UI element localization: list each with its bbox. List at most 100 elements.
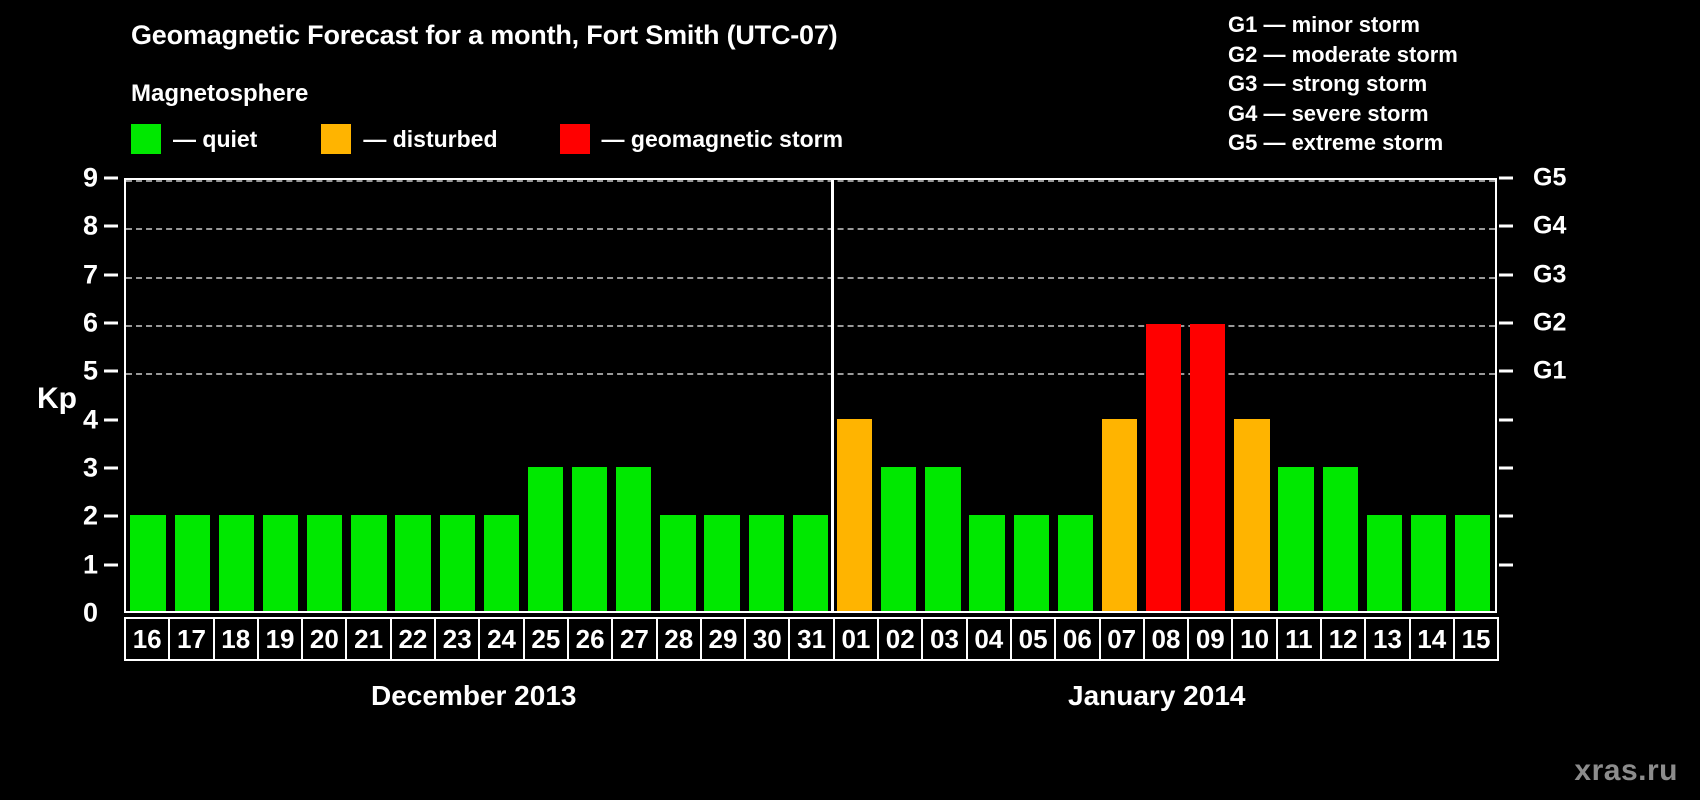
date-label-28: 28 bbox=[655, 617, 702, 661]
date-label-24: 24 bbox=[478, 617, 525, 661]
g-tick-mark-G4 bbox=[1499, 224, 1513, 228]
g-tick-mark-G2 bbox=[1499, 321, 1513, 325]
bar-slot bbox=[1097, 180, 1141, 611]
g-tick-mark-G5 bbox=[1499, 176, 1513, 180]
gridline-kp-9 bbox=[126, 180, 1495, 182]
date-label-08: 08 bbox=[1142, 617, 1190, 661]
bar-slot bbox=[1230, 180, 1274, 611]
date-label-14: 14 bbox=[1408, 617, 1455, 661]
date-label-16: 16 bbox=[124, 617, 171, 661]
legend-swatch-storm-icon bbox=[559, 124, 590, 154]
date-label-03: 03 bbox=[921, 617, 968, 661]
date-label-02: 02 bbox=[877, 617, 924, 661]
g-tick-label-G2: G2 bbox=[1533, 308, 1567, 337]
bar-slot bbox=[479, 180, 523, 611]
bar-03-kp3 bbox=[925, 467, 961, 611]
legend-swatch-disturbed-icon bbox=[321, 124, 352, 154]
legend-label-quiet: — quiet bbox=[173, 125, 258, 152]
bar-series bbox=[126, 180, 1495, 611]
gridline-kp-7 bbox=[126, 276, 1495, 279]
bar-18-kp2 bbox=[218, 515, 255, 611]
y-tick-label-4: 4 bbox=[82, 404, 98, 435]
date-label-09: 09 bbox=[1187, 617, 1234, 661]
y-tick-mark-8 bbox=[104, 224, 118, 228]
bar-14-kp2 bbox=[1410, 515, 1447, 611]
bar-06-kp2 bbox=[1057, 515, 1094, 611]
y-tick-mark-7 bbox=[104, 273, 118, 277]
g-tick-mark-G3 bbox=[1499, 273, 1513, 277]
bar-10-kp4 bbox=[1234, 419, 1270, 611]
date-label-17: 17 bbox=[168, 617, 215, 661]
bar-05-kp2 bbox=[1013, 515, 1049, 611]
g-scale-line-3: G3 — strong storm bbox=[1228, 71, 1428, 96]
bar-20-kp2 bbox=[307, 515, 343, 611]
legend-label-storm: — geomagnetic storm bbox=[601, 125, 844, 152]
date-label-12: 12 bbox=[1320, 617, 1367, 661]
g-tick-label-G1: G1 bbox=[1533, 356, 1567, 385]
bar-slot bbox=[391, 180, 435, 611]
date-label-04: 04 bbox=[965, 617, 1012, 661]
date-label-18: 18 bbox=[212, 617, 259, 661]
bar-11-kp3 bbox=[1278, 467, 1314, 611]
watermark: xras.ru bbox=[1574, 754, 1678, 787]
y-tick-mark-6 bbox=[104, 321, 118, 325]
legend-label-disturbed: — disturbed bbox=[363, 125, 498, 152]
bar-slot bbox=[214, 180, 258, 611]
y-axis: 9 8 7 6 5 4 3 2 1 0 bbox=[0, 163, 120, 628]
g-axis: G5 G4 G3 G2 G1 bbox=[1497, 164, 1697, 613]
bar-slot bbox=[833, 180, 877, 611]
bar-01-kp4 bbox=[836, 419, 873, 611]
bar-slot bbox=[877, 180, 921, 611]
bar-31-kp2 bbox=[792, 515, 829, 611]
g-scale-line-4: G4 — severe storm bbox=[1228, 100, 1429, 126]
bar-slot bbox=[1274, 180, 1318, 611]
bar-19-kp2 bbox=[262, 515, 299, 611]
bar-24-kp2 bbox=[483, 515, 519, 611]
bar-07-kp4 bbox=[1101, 419, 1138, 611]
date-label-05: 05 bbox=[1009, 617, 1057, 661]
date-label-06: 06 bbox=[1054, 617, 1101, 661]
y-tick-mark-3 bbox=[104, 466, 118, 470]
bar-25-kp3 bbox=[527, 467, 564, 611]
y-tick-label-1: 1 bbox=[82, 549, 98, 580]
month-caption-december: December 2013 bbox=[371, 680, 577, 711]
y-tick-mark-9 bbox=[104, 176, 118, 180]
date-label-27: 27 bbox=[611, 617, 658, 661]
bar-slot bbox=[303, 180, 347, 611]
bar-slot bbox=[1407, 180, 1451, 611]
bar-17-kp2 bbox=[174, 515, 210, 611]
legend: — quiet — disturbed — geomagnetic storm bbox=[131, 124, 843, 154]
date-label-22: 22 bbox=[389, 617, 437, 661]
bar-slot bbox=[1362, 180, 1406, 611]
bar-27-kp3 bbox=[616, 467, 652, 611]
bar-slot bbox=[921, 180, 965, 611]
g-scale-line-1: G1 — minor storm bbox=[1228, 12, 1420, 37]
date-label-13: 13 bbox=[1364, 617, 1411, 661]
bar-slot bbox=[1142, 180, 1186, 611]
y-tick-label-0: 0 bbox=[82, 597, 98, 628]
date-label-25: 25 bbox=[522, 617, 569, 661]
y-tick-label-7: 7 bbox=[82, 259, 98, 290]
bar-slot bbox=[700, 180, 744, 611]
bar-slot bbox=[1009, 180, 1053, 611]
bar-21-kp2 bbox=[351, 515, 387, 611]
bar-26-kp3 bbox=[571, 467, 608, 611]
date-label-29: 29 bbox=[699, 617, 747, 661]
g-tick-mark-G1 bbox=[1499, 369, 1513, 373]
legend-item-storm: — geomagnetic storm bbox=[559, 124, 844, 154]
month-divider bbox=[831, 180, 835, 611]
date-label-26: 26 bbox=[566, 617, 614, 661]
x-axis-date-labels: 16 17 18 19 20 21 22 23 24 25 26 27 28 29 30 31 01 02 03 04… bbox=[124, 617, 1500, 661]
bar-22-kp2 bbox=[395, 515, 431, 611]
bar-29-kp2 bbox=[704, 515, 740, 611]
legend-swatch-quiet-icon bbox=[131, 124, 161, 154]
y-axis-title: Kp bbox=[37, 382, 77, 415]
y-tick-label-9: 9 bbox=[82, 162, 98, 193]
bar-slot bbox=[170, 180, 214, 611]
bar-16-kp2 bbox=[130, 515, 166, 611]
g-tick-mark-minor-4 bbox=[1499, 418, 1513, 422]
date-label-30: 30 bbox=[744, 617, 791, 661]
y-tick-mark-5 bbox=[104, 369, 118, 373]
bar-slot bbox=[568, 180, 612, 611]
